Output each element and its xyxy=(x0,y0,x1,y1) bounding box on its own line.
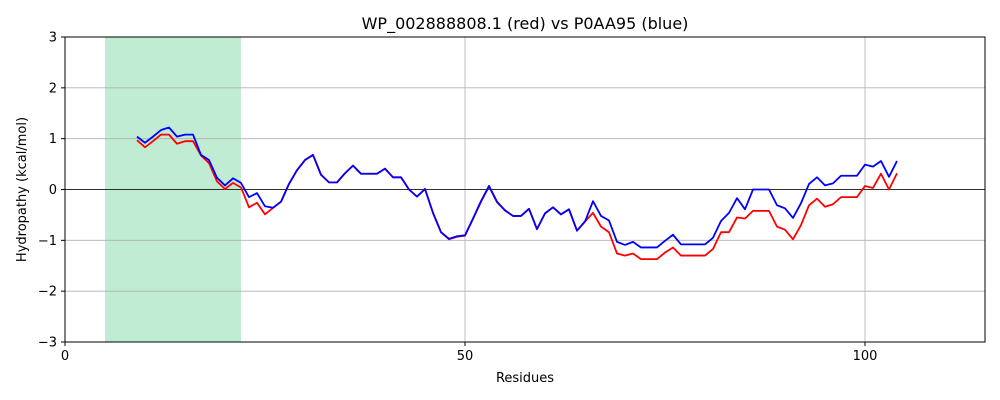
y-axis-label: Hydropathy (kcal/mol) xyxy=(15,117,30,262)
y-tick-label: −1 xyxy=(38,234,57,249)
x-tick-label: 50 xyxy=(457,349,474,364)
series-line-P0AA95 xyxy=(136,126,898,249)
series-layer xyxy=(136,126,898,261)
y-tick-label: −3 xyxy=(38,336,57,351)
y-tick-label: −2 xyxy=(38,285,57,300)
y-tick-label: 1 xyxy=(49,132,57,147)
x-tick-label: 100 xyxy=(853,349,878,364)
y-axis-ticks: −3 −2 −1 0 1 2 3 xyxy=(38,31,65,351)
y-tick-label: 0 xyxy=(49,183,57,198)
chart-title: WP_002888808.1 (red) vs P0AA95 (blue) xyxy=(362,14,689,34)
x-tick-label: 0 xyxy=(61,349,69,364)
x-axis-label: Residues xyxy=(496,371,554,386)
y-tick-label: 2 xyxy=(49,81,57,96)
x-axis-ticks: 0 50 100 xyxy=(61,342,878,364)
y-tick-label: 3 xyxy=(49,31,57,46)
